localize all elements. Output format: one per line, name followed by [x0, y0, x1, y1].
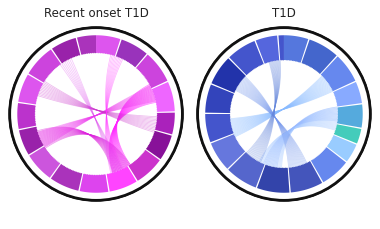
Polygon shape [18, 75, 43, 105]
Polygon shape [228, 152, 265, 188]
Polygon shape [28, 50, 61, 83]
Polygon shape [80, 174, 108, 193]
Polygon shape [19, 127, 44, 155]
Polygon shape [128, 150, 160, 181]
Polygon shape [155, 113, 175, 135]
Polygon shape [279, 36, 284, 61]
Polygon shape [96, 36, 120, 57]
Polygon shape [205, 114, 234, 143]
Polygon shape [257, 165, 290, 193]
Polygon shape [327, 135, 356, 162]
Title: T1D: T1D [272, 7, 296, 20]
Polygon shape [146, 131, 172, 159]
Polygon shape [289, 161, 322, 193]
Circle shape [198, 29, 370, 200]
Polygon shape [211, 134, 245, 169]
Polygon shape [256, 36, 279, 65]
Polygon shape [333, 83, 362, 107]
Polygon shape [301, 40, 337, 75]
Polygon shape [51, 164, 82, 191]
Polygon shape [311, 147, 346, 183]
Polygon shape [17, 104, 36, 129]
Polygon shape [205, 85, 234, 114]
Polygon shape [136, 55, 168, 89]
Polygon shape [152, 83, 175, 112]
Polygon shape [334, 125, 361, 144]
Polygon shape [107, 166, 136, 192]
Circle shape [9, 28, 183, 201]
Polygon shape [116, 40, 147, 68]
Title: Recent onset T1D: Recent onset T1D [44, 7, 149, 20]
Circle shape [10, 29, 182, 200]
Polygon shape [29, 147, 60, 178]
Polygon shape [337, 105, 363, 128]
Polygon shape [77, 36, 96, 56]
Polygon shape [212, 59, 246, 94]
Polygon shape [321, 57, 355, 92]
Polygon shape [229, 42, 264, 76]
Polygon shape [52, 39, 80, 64]
Polygon shape [284, 36, 308, 64]
Circle shape [197, 28, 371, 201]
